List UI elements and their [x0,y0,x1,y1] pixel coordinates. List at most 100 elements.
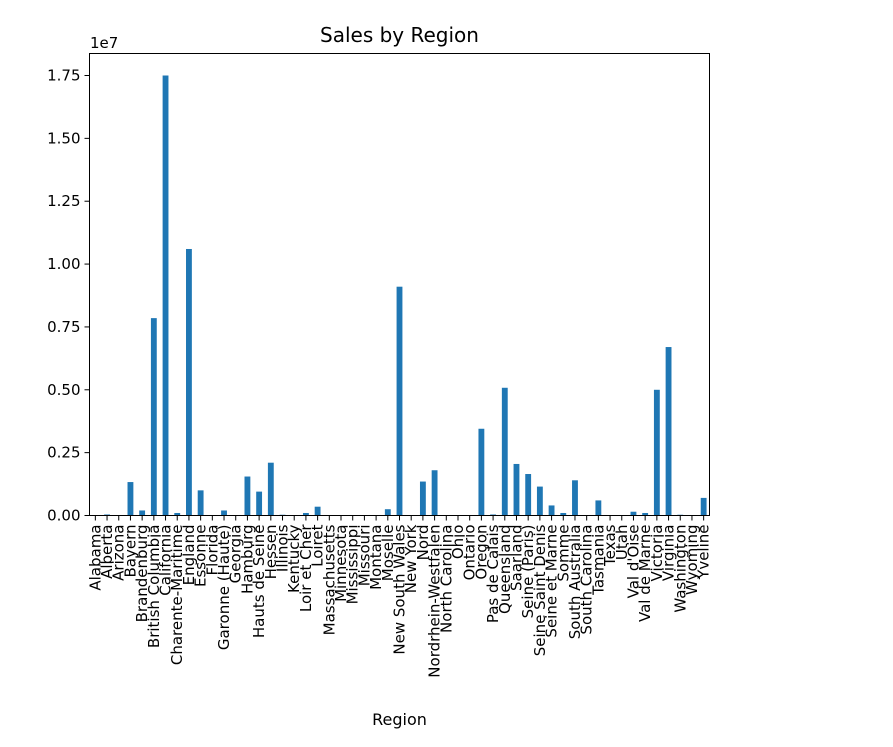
x-tick-label: Brandenburg [133,525,151,623]
bar-pas-de-calais [490,514,497,516]
bar-tasmania [595,500,602,516]
x-tick-label: England [180,525,198,586]
y-tick-label: 0.50 [47,381,80,399]
bar-oregon [478,428,485,516]
x-tick-label: Hamburg [238,525,256,595]
x-tick-label: Nord [414,525,432,561]
x-tick-label: Mississippi [344,525,362,605]
bar-california [162,75,169,516]
y-axis: 0.00 0.25 0.50 0.75 1.00 1.25 1.50 1.75 [47,67,90,525]
x-tick-label: Hauts de Seine [250,525,268,639]
x-tick-label: California [157,525,175,596]
bar-loir-et-cher [302,512,309,516]
x-tick-label: Yveline [695,525,713,580]
bar-brandenburg [139,510,146,516]
bar-new-south-wales [396,286,403,516]
x-tick-label: Seine (Paris) [519,525,537,619]
bar-bayern [127,482,134,516]
bar-nord [419,481,426,516]
x-tick-label: Pas de Calais [484,524,502,623]
x-tick-label: South Australia [566,525,584,640]
x-tick-label: Seine Saint Denis [531,524,549,656]
x-axis-label: Region [372,710,427,729]
x-tick-label: Alberta [98,525,116,579]
bar-seine-saint-denis [536,486,543,516]
x-tick-label: Ontario [461,525,479,581]
x-tick-label: Kentucky [285,524,303,593]
plot-frame [89,53,710,516]
y-tick-label: 0.25 [47,444,80,462]
y-axis-offset-label: 1e7 [90,34,118,52]
bar-val-d-oise [630,511,637,516]
bar-val-de-marne [642,512,649,516]
bar-loiret [314,506,321,516]
x-tick-label: Oregon [472,525,490,580]
y-tick-label: 1.50 [47,129,80,147]
x-axis: AlabamaAlbertaArizonaBayernBrandenburgBr… [86,515,713,678]
x-tick-label: Val de Marne [636,525,654,623]
bar-saarland [513,463,520,516]
bar-victoria [653,389,660,516]
x-tick-label: Seine et Marne [543,525,561,638]
bar-nordrhein-westfalen [431,470,438,516]
x-tick-label: British Columbia [145,525,163,649]
bar-queensland [501,387,508,516]
x-tick-label: Utah [613,525,631,561]
x-tick-label: Missouri [355,525,373,587]
x-tick-label: Washington [671,525,689,613]
x-tick-label: Virginia [660,525,678,582]
x-tick-label: Victoria [648,525,666,582]
x-tick-label: Queensland [496,525,514,614]
x-tick-label: Hessen [262,525,280,580]
bars-group [92,75,707,516]
x-tick-label: New York [402,524,420,593]
y-tick-label: 0.00 [47,507,80,525]
x-tick-label: Garonne (Haute) [215,525,233,651]
x-tick-label: Val d'Oise [624,525,642,599]
x-tick-label: Minnesota [332,525,350,602]
y-tick-label: 1.75 [47,67,80,85]
bar-moselle [384,509,391,516]
y-tick-label: 1.25 [47,192,80,210]
x-tick-label: Loir et Cher [297,524,315,612]
bar-virginia [665,347,672,516]
x-tick-label: Florida [203,525,221,576]
x-tick-label: Georgia [227,525,245,584]
bar-seine-paris- [525,474,532,516]
x-tick-label: Montana [367,525,385,590]
x-tick-label: Moselle [379,525,397,582]
x-tick-label: Bayern [121,525,139,578]
x-tick-label: Arizona [110,525,128,581]
x-tick-label: Somme [554,525,572,582]
x-tick-label: Loiret [309,524,327,567]
x-tick-label: Saarland [507,525,525,591]
x-tick-label: Tasmania [589,525,607,596]
x-tick-label: South Carolina [578,525,596,635]
bar-charente-maritime [174,512,181,516]
bar-hauts-de-seine [256,491,263,516]
bar-england [186,248,192,516]
bar-somme [560,512,567,516]
bar-hessen [267,462,274,516]
x-tick-label: Essonne [192,525,210,588]
bar-garonne-haute- [221,510,227,516]
x-tick-label: Wyoming [683,525,701,595]
bar-british-columbia [150,318,157,516]
x-tick-label: Illinois [274,524,292,572]
bar-hamburg [244,476,251,516]
bar-seine-et-marne [548,505,555,516]
x-tick-label: New South Wales [391,524,409,654]
bar-south-australia [572,480,578,516]
x-tick-label: Ohio [449,525,467,560]
y-tick-label: 0.75 [47,318,80,336]
x-tick-label: Massachusetts [320,524,338,635]
x-tick-label: Charente-Maritime [168,525,186,666]
x-tick-label: Alabama [86,525,104,591]
bar-yveline [700,497,707,516]
x-tick-label: Nordrhein-Westfalen [426,525,444,678]
x-tick-label: Texas [601,524,619,567]
chart-title: Sales by Region [320,23,479,47]
x-tick-label: North Carolina [437,525,455,633]
bar-essonne [197,490,204,516]
